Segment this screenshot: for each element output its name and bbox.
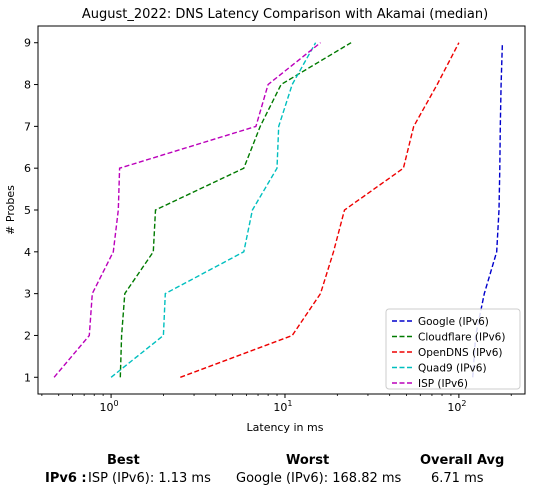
series-line-3 — [110, 42, 317, 378]
y-tick-label: 1 — [24, 371, 31, 384]
y-tick-label: 5 — [24, 204, 31, 217]
y-tick-label: 9 — [24, 37, 31, 50]
series-line-4 — [53, 42, 321, 378]
series-line-1 — [119, 42, 352, 378]
summary-best-header: Best — [107, 453, 140, 468]
summary-panel: Best Worst Overall Avg IPv6 : ISP (IPv6)… — [0, 448, 541, 496]
chart-title: August_2022: DNS Latency Comparison with… — [82, 7, 488, 22]
x-axis: 100 101 102 — [41, 394, 512, 414]
y-axis: 1 2 3 4 5 6 7 8 9 — [24, 37, 38, 384]
y-axis-label: # Probes — [4, 185, 17, 235]
y-tick-label: 6 — [24, 162, 31, 175]
x-tick-label: 101 — [273, 399, 292, 414]
x-tick-label: 102 — [447, 399, 466, 414]
legend-label: OpenDNS (IPv6) — [418, 347, 503, 359]
legend-box — [385, 308, 521, 390]
summary-best-value: ISP (IPv6): 1.13 ms — [88, 471, 211, 486]
legend-label: Cloudflare (IPv6) — [418, 332, 505, 344]
series-line-2 — [180, 42, 460, 378]
y-tick-label: 2 — [24, 329, 31, 342]
y-tick-label: 7 — [24, 120, 31, 133]
legend-label: Quad9 (IPv6) — [418, 363, 487, 375]
latency-chart: August_2022: DNS Latency Comparison with… — [4, 7, 526, 434]
legend-label: Google (IPv6) — [418, 316, 489, 328]
summary-worst-header: Worst — [286, 453, 330, 468]
summary-avg-value: 6.71 ms — [431, 471, 484, 486]
summary-avg-header: Overall Avg — [420, 453, 505, 468]
x-axis-label: Latency in ms — [247, 421, 324, 434]
series-layer — [53, 42, 504, 378]
summary-worst-value: Google (IPv6): 168.82 ms — [236, 471, 402, 486]
y-tick-label: 8 — [24, 79, 31, 92]
y-tick-label: 3 — [24, 288, 31, 301]
summary-row-label: IPv6 : — [45, 471, 87, 486]
legend: Google (IPv6) Cloudflare (IPv6) OpenDNS (I… — [385, 308, 521, 390]
x-tick-label: 100 — [100, 399, 119, 414]
y-tick-label: 4 — [24, 246, 31, 259]
legend-label: ISP (IPv6) — [418, 378, 468, 390]
